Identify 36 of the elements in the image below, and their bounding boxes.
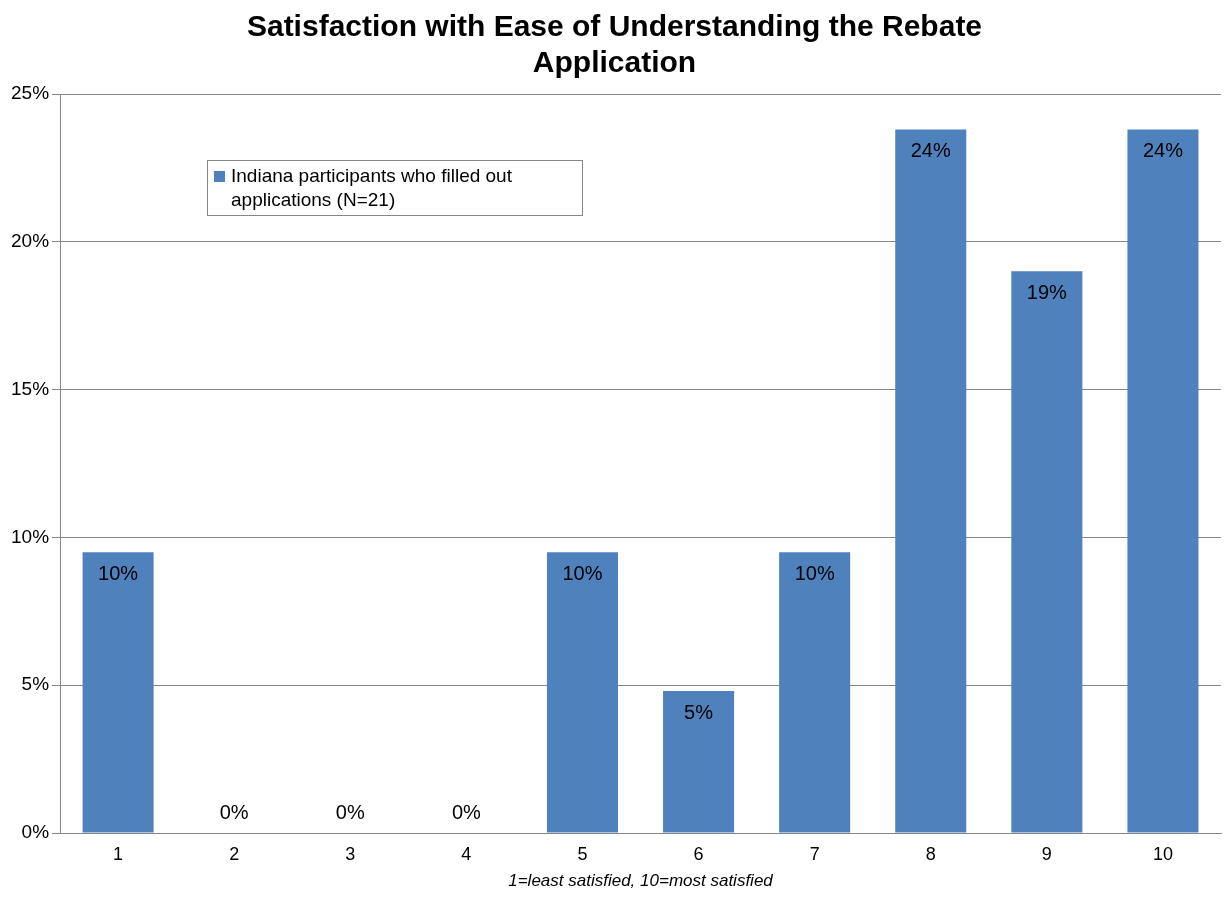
data-label: 10% bbox=[562, 561, 603, 584]
y-tick-label: 15% bbox=[11, 377, 50, 399]
x-tick-label: 9 bbox=[1041, 843, 1052, 864]
x-tick-label: 1 bbox=[113, 843, 124, 864]
x-tick-label: 5 bbox=[577, 843, 588, 864]
y-tick-label: 5% bbox=[21, 673, 50, 695]
y-tick-label: 10% bbox=[11, 525, 50, 547]
x-tick-label: 3 bbox=[345, 843, 356, 864]
data-label: 10% bbox=[98, 561, 139, 584]
y-tick-label: 20% bbox=[11, 230, 50, 252]
data-label: 0% bbox=[335, 800, 365, 823]
bar bbox=[663, 691, 735, 833]
data-label: 19% bbox=[1026, 280, 1068, 303]
x-axis-title: 1=least satisfied, 10=most satisfied bbox=[508, 870, 774, 890]
bar bbox=[1127, 129, 1199, 833]
legend-label: Indiana participants who filled out applications (N=21) bbox=[231, 164, 513, 212]
x-tick-label: 4 bbox=[461, 843, 472, 864]
data-label: 10% bbox=[794, 561, 835, 584]
x-tick-label: 8 bbox=[925, 843, 936, 864]
bar bbox=[546, 552, 618, 833]
x-tick-label: 7 bbox=[809, 843, 820, 864]
bar bbox=[82, 552, 154, 833]
y-tick-label: 25% bbox=[11, 82, 50, 104]
x-tick-label: 10 bbox=[1152, 843, 1173, 864]
chart-title: Satisfaction with Ease of Understanding the Rebate Application bbox=[246, 9, 983, 79]
data-label: 0% bbox=[451, 800, 482, 823]
data-label: 24% bbox=[910, 138, 951, 161]
data-label: 24% bbox=[1142, 138, 1184, 161]
bar bbox=[779, 552, 851, 833]
x-tick-label: 6 bbox=[693, 843, 704, 864]
y-tick-label: 0% bbox=[21, 821, 50, 843]
data-label: 0% bbox=[219, 800, 249, 823]
data-label: 5% bbox=[684, 700, 714, 723]
bar bbox=[895, 129, 967, 833]
bar bbox=[1011, 271, 1083, 833]
x-tick-label: 2 bbox=[229, 843, 240, 864]
